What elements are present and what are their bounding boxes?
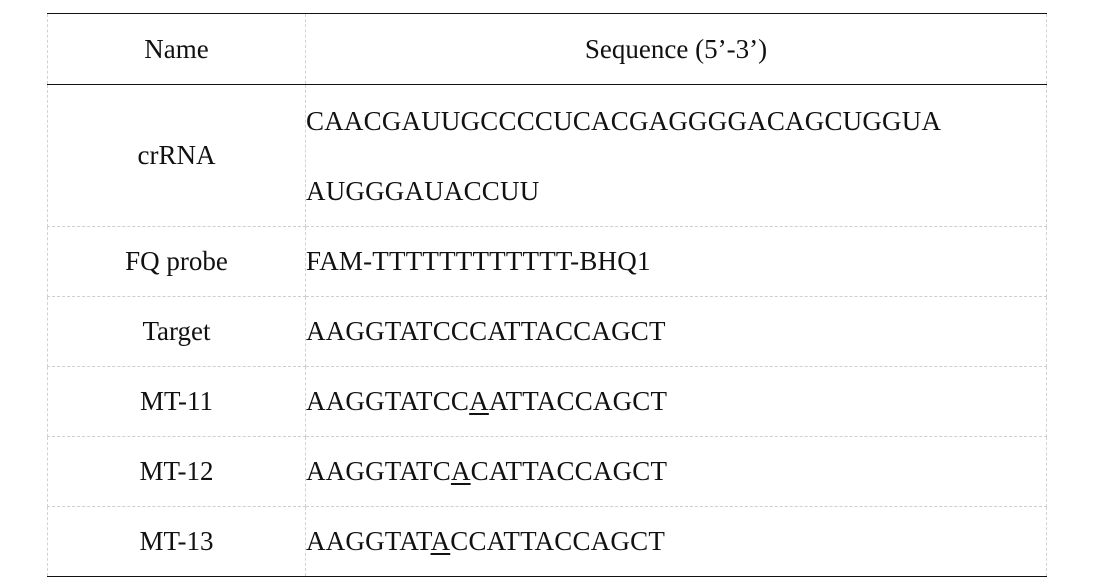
row-sequence: AAGGTATCACATTACCAGCT bbox=[305, 436, 1047, 507]
row-sequence: FAM-TTTTTTTTTTTT-BHQ1 bbox=[305, 226, 1047, 297]
mutation-base: A bbox=[469, 386, 489, 416]
table-header: Name Sequence (5’-3’) bbox=[47, 13, 1047, 85]
mutation-base: A bbox=[450, 456, 471, 486]
row-sequence: CAACGAUUGCCCCUCACGAGGGGACAGCUGGUA AUGGGA… bbox=[305, 84, 1047, 227]
table-row-mt-12: MT-12 AAGGTATCACATTACCAGCT bbox=[47, 436, 1047, 507]
sequence-after-mutation: CATTACCAGCT bbox=[470, 456, 668, 486]
row-sequence: AAGGTATCCAATTACCAGCT bbox=[305, 366, 1047, 437]
sequence-after-mutation: CCATTACCAGCT bbox=[450, 526, 666, 556]
row-name: crRNA bbox=[47, 84, 306, 227]
row-sequence: AAGGTATACCATTACCAGCT bbox=[305, 506, 1047, 577]
table-row-target: Target AAGGTATCCCATTACCAGCT bbox=[47, 296, 1047, 367]
table-row-fq-probe: FQ probe FAM-TTTTTTTTTTTT-BHQ1 bbox=[47, 226, 1047, 297]
header-row: Name Sequence (5’-3’) bbox=[47, 13, 1047, 85]
sequence-line: AUGGGAUACCUU bbox=[306, 175, 540, 206]
table-row-mt-11: MT-11 AAGGTATCCAATTACCAGCT bbox=[47, 366, 1047, 437]
mutation-base: A bbox=[430, 526, 451, 556]
header-name: Name bbox=[47, 13, 306, 85]
sequence-table: Name Sequence (5’-3’) crRNA CAACGAUUGCCC… bbox=[47, 13, 1047, 577]
header-sequence: Sequence (5’-3’) bbox=[305, 13, 1047, 85]
row-name: MT-11 bbox=[47, 366, 306, 437]
sequence-before-mutation: AAGGTATC bbox=[306, 456, 451, 486]
row-name: MT-13 bbox=[47, 506, 306, 577]
sequence-before-mutation: AAGGTAT bbox=[306, 526, 431, 556]
row-name: FQ probe bbox=[47, 226, 306, 297]
table-body: crRNA CAACGAUUGCCCCUCACGAGGGGACAGCUGGUA … bbox=[47, 84, 1047, 577]
sequence-line: CAACGAUUGCCCCUCACGAGGGGACAGCUGGUA bbox=[306, 105, 942, 136]
table-row-mt-13: MT-13 AAGGTATACCATTACCAGCT bbox=[47, 506, 1047, 577]
row-sequence: AAGGTATCCCATTACCAGCT bbox=[305, 296, 1047, 367]
row-name: MT-12 bbox=[47, 436, 306, 507]
row-name: Target bbox=[47, 296, 306, 367]
sequence-after-mutation: ATTACCAGCT bbox=[488, 386, 668, 416]
sequence-before-mutation: AAGGTATCC bbox=[306, 386, 470, 416]
table-row-crrna: crRNA CAACGAUUGCCCCUCACGAGGGGACAGCUGGUA … bbox=[47, 84, 1047, 227]
